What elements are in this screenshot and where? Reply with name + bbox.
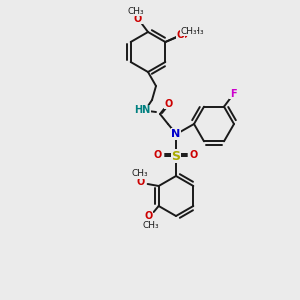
- Text: O: O: [136, 177, 145, 187]
- Text: F: F: [230, 89, 236, 99]
- Text: HN: HN: [134, 105, 150, 115]
- Text: O: O: [165, 99, 173, 109]
- Text: N: N: [171, 129, 181, 139]
- Text: O: O: [190, 150, 198, 160]
- Text: CH₃: CH₃: [128, 7, 144, 16]
- Text: OCH₃: OCH₃: [181, 26, 204, 35]
- Text: S: S: [172, 149, 181, 163]
- Text: CH₃: CH₃: [142, 220, 159, 230]
- Text: O: O: [176, 30, 184, 40]
- Text: O: O: [145, 211, 153, 221]
- Text: O: O: [154, 150, 162, 160]
- Text: O: O: [134, 14, 142, 24]
- Text: CH₃: CH₃: [131, 169, 148, 178]
- Text: O: O: [179, 30, 188, 40]
- Text: CH₃: CH₃: [180, 26, 196, 35]
